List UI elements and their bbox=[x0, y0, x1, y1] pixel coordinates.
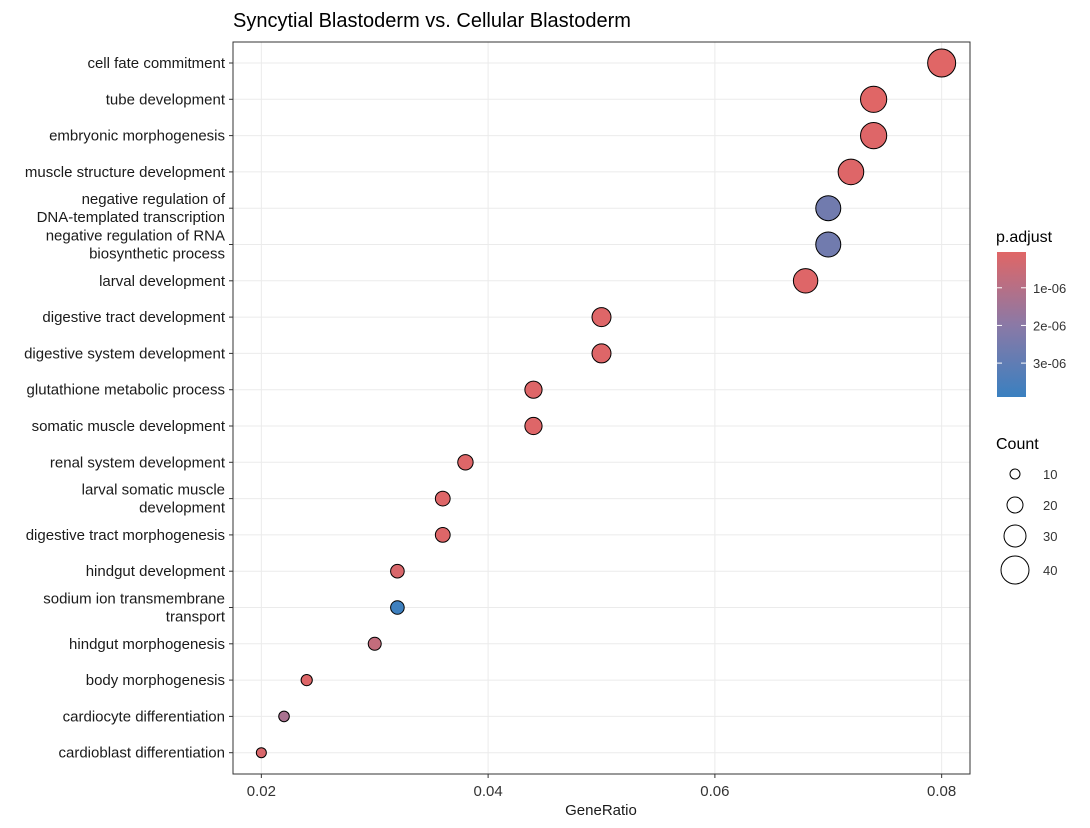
y-tick-label: cardiocyte differentiation bbox=[63, 708, 225, 725]
plot-panel-background bbox=[233, 42, 970, 774]
y-tick-label: transport bbox=[166, 609, 226, 626]
size-legend-label: 10 bbox=[1043, 467, 1057, 482]
data-point bbox=[927, 48, 957, 78]
data-point bbox=[434, 527, 451, 543]
x-axis-title: GeneRatio bbox=[565, 802, 637, 819]
size-legend-label: 40 bbox=[1043, 563, 1057, 578]
size-legend-circle bbox=[1003, 524, 1027, 548]
y-tick-label: hindgut morphogenesis bbox=[69, 636, 225, 653]
size-legend: Count 10 20 30 40 bbox=[996, 436, 1057, 585]
x-tick-label: 0.08 bbox=[927, 783, 956, 800]
plot-panel-border bbox=[232, 41, 971, 775]
y-tick-label: glutathione metabolic process bbox=[27, 382, 225, 399]
y-tick-label: biosynthetic process bbox=[89, 246, 225, 263]
y-tick-label: tube development bbox=[106, 91, 226, 108]
size-legend-label: 20 bbox=[1043, 498, 1057, 513]
data-point bbox=[815, 195, 842, 222]
data-point bbox=[815, 231, 842, 258]
y-tick-label: cell fate commitment bbox=[87, 55, 225, 72]
x-tick-label: 0.04 bbox=[474, 783, 503, 800]
data-point bbox=[860, 85, 888, 113]
y-tick-label: muscle structure development bbox=[25, 164, 226, 181]
data-point bbox=[300, 674, 313, 687]
y-tick-label: hindgut development bbox=[86, 563, 226, 580]
color-legend-label: 1e-06 bbox=[1033, 281, 1066, 296]
color-legend-label: 3e-06 bbox=[1033, 356, 1066, 371]
y-tick-label: larval somatic muscle bbox=[82, 482, 225, 499]
y-tick-label: sodium ion transmembrane bbox=[43, 591, 225, 608]
size-legend-circle bbox=[1000, 555, 1030, 585]
data-point bbox=[390, 563, 405, 579]
data-point bbox=[390, 600, 405, 615]
data-point bbox=[792, 268, 819, 294]
y-tick-label: development bbox=[139, 500, 226, 517]
y-tick-label: cardioblast differentiation bbox=[59, 745, 226, 762]
x-tick-label: 0.02 bbox=[247, 783, 276, 800]
size-legend-title: Count bbox=[996, 436, 1039, 453]
y-tick-label: larval development bbox=[99, 273, 226, 290]
x-tick-label: 0.06 bbox=[700, 783, 729, 800]
y-tick-label: renal system development bbox=[50, 454, 226, 471]
y-tick-label: body morphogenesis bbox=[86, 672, 225, 689]
y-tick-label: DNA-templated transcription bbox=[37, 209, 225, 226]
y-tick-label: digestive tract development bbox=[42, 309, 225, 326]
data-point bbox=[457, 454, 474, 471]
data-point bbox=[860, 122, 888, 150]
data-point bbox=[524, 380, 543, 399]
size-legend-circle bbox=[1006, 496, 1024, 514]
data-point bbox=[278, 710, 290, 723]
data-point bbox=[524, 416, 543, 436]
color-legend-bar bbox=[997, 252, 1026, 397]
y-tick-label: somatic muscle development bbox=[32, 418, 226, 435]
chart-title: Syncytial Blastoderm vs. Cellular Blasto… bbox=[233, 10, 631, 32]
data-point bbox=[837, 158, 865, 186]
color-legend-label: 2e-06 bbox=[1033, 318, 1066, 333]
y-tick-label: digestive tract morphogenesis bbox=[26, 527, 225, 544]
color-legend: p.adjust 1e-06 2e-06 3e-06 bbox=[996, 229, 1066, 397]
x-axis: 0.02 0.04 0.06 0.08 bbox=[247, 774, 956, 800]
y-tick-label: negative regulation of bbox=[82, 191, 226, 208]
data-point bbox=[591, 343, 612, 364]
y-axis: cell fate commitment tube development embr… bbox=[24, 55, 233, 762]
color-legend-title: p.adjust bbox=[996, 229, 1053, 246]
y-tick-label: negative regulation of RNA bbox=[46, 228, 225, 245]
size-legend-items: 10 20 30 40 bbox=[1000, 467, 1057, 585]
color-legend-ticks: 1e-06 2e-06 3e-06 bbox=[997, 281, 1066, 371]
data-point bbox=[367, 636, 382, 651]
y-tick-label: digestive system development bbox=[24, 345, 226, 362]
y-tick-label: embryonic morphogenesis bbox=[49, 128, 225, 145]
data-point bbox=[434, 490, 451, 507]
size-legend-label: 30 bbox=[1043, 529, 1057, 544]
size-legend-circle bbox=[1009, 468, 1021, 480]
data-point bbox=[591, 307, 612, 328]
data-point bbox=[255, 747, 267, 759]
data-points bbox=[255, 48, 957, 759]
